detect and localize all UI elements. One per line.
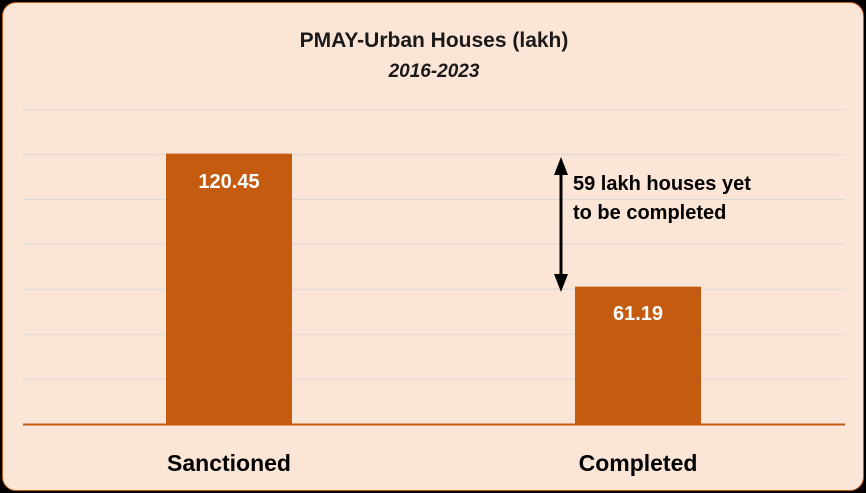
annotation-line-1: 59 lakh houses yet	[573, 173, 751, 195]
gridlines	[23, 109, 845, 380]
bar-sanctioned	[166, 153, 292, 424]
bars	[166, 153, 701, 424]
annotation-line-2: to be completed	[573, 202, 726, 224]
chart-subtitle: 2016-2023	[388, 61, 480, 82]
category-label-sanctioned: Sanctioned	[167, 450, 291, 476]
annotation-arrow-head-down	[554, 274, 568, 292]
annotation-arrow-head-up	[554, 157, 568, 175]
data-label-sanctioned: 120.45	[198, 171, 259, 193]
category-label-completed: Completed	[579, 450, 698, 476]
bar-completed	[575, 286, 701, 424]
chart-title: PMAY-Urban Houses (lakh)	[300, 29, 569, 52]
gap-annotation: 59 lakh houses yet to be completed	[554, 157, 751, 292]
data-label-completed: 61.19	[613, 303, 663, 325]
